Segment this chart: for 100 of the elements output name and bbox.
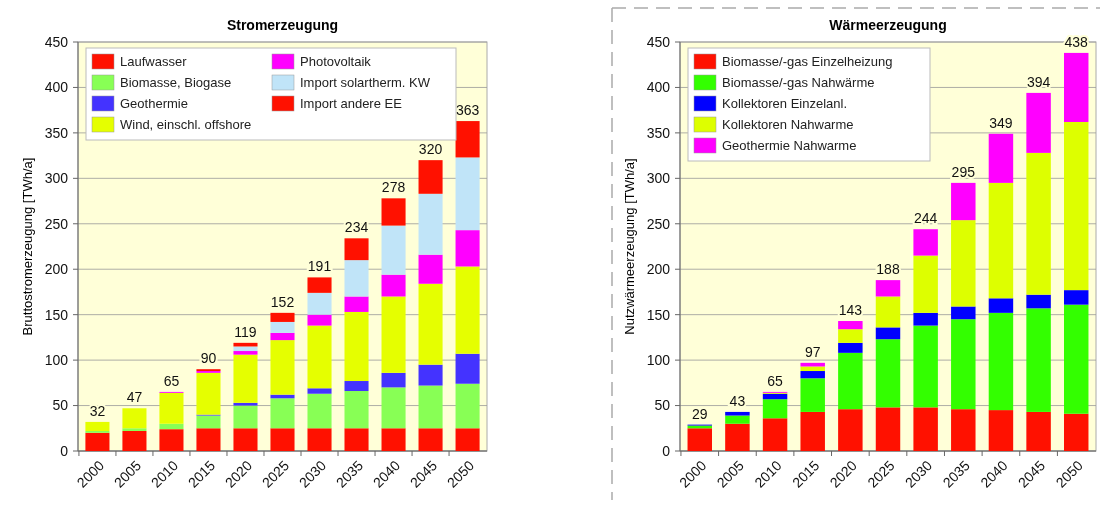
bar [687, 428, 712, 451]
bar [233, 405, 258, 429]
bar [233, 346, 258, 352]
bar [122, 428, 147, 431]
y-tick-label: 300 [646, 170, 671, 187]
y-tick-label: 50 [654, 397, 671, 414]
bar [913, 407, 938, 451]
bar [875, 296, 901, 328]
bar [725, 411, 750, 416]
bar [913, 255, 938, 313]
bar [1064, 290, 1089, 305]
bar [1026, 152, 1051, 295]
bar [875, 339, 901, 408]
bar [307, 314, 332, 326]
legend-label: Laufwasser [120, 54, 188, 69]
bar [307, 325, 332, 389]
bar [988, 133, 1014, 183]
y-tick-label: 0 [662, 442, 671, 459]
bar [800, 378, 825, 412]
legend-label: Wind, einschl. offshore [120, 117, 252, 132]
bar [951, 220, 976, 307]
bar [270, 398, 295, 429]
bar [838, 352, 863, 410]
bar [455, 353, 480, 384]
bar [196, 428, 221, 451]
total-label: 152 [270, 293, 295, 310]
bar [1026, 411, 1051, 451]
total-label: 320 [418, 141, 443, 158]
bar [455, 121, 480, 158]
y-tick-label: 450 [646, 33, 671, 50]
legend-label: Biomasse/-gas Einzelheizung [722, 54, 893, 69]
chart-title: Wärmeerzeugung [829, 17, 947, 33]
bar [307, 428, 332, 451]
bar [344, 391, 369, 429]
bar [196, 372, 221, 415]
y-tick-label: 150 [44, 306, 69, 323]
bar [418, 385, 443, 429]
bar [381, 372, 406, 388]
bar [1064, 304, 1089, 414]
total-label: 394 [1026, 73, 1051, 90]
bar [270, 332, 295, 341]
bar [725, 423, 750, 451]
bar [381, 225, 406, 275]
bar [85, 421, 110, 431]
bar [1064, 413, 1089, 451]
y-tick-label: 150 [646, 306, 671, 323]
bar [381, 274, 406, 297]
bar [875, 280, 901, 297]
legend-label: Geothermie [120, 96, 188, 111]
chart-title: Stromerzeugung [226, 17, 339, 33]
bar [122, 408, 147, 429]
bar [233, 402, 258, 406]
bar [270, 340, 295, 395]
bar [800, 366, 825, 372]
legend-label: Kollektoren Einzelanl. [722, 96, 848, 111]
bar [233, 428, 258, 451]
total-label: 295 [951, 163, 976, 180]
bar [951, 306, 976, 320]
total-label: 97 [804, 343, 821, 360]
bar [1026, 308, 1051, 412]
bar [381, 428, 406, 451]
bar [418, 428, 443, 451]
total-label: 143 [838, 302, 863, 319]
y-tick-label: 400 [44, 79, 69, 96]
bar [762, 418, 788, 451]
bar [85, 432, 110, 451]
bar [418, 160, 443, 194]
bar [455, 266, 480, 354]
legend-label: Biomasse, Biogase [120, 75, 232, 90]
bar [838, 342, 863, 353]
bar [800, 371, 825, 379]
bar [159, 423, 184, 430]
y-tick-label: 100 [646, 352, 671, 369]
bar [381, 198, 406, 226]
y-tick-label: 100 [44, 352, 69, 369]
bar [455, 428, 480, 451]
bar [913, 229, 938, 256]
bar [418, 254, 443, 284]
bar [762, 393, 788, 400]
bar [344, 428, 369, 451]
legend-label: Import solartherm. KW [300, 75, 431, 90]
bar [1026, 294, 1051, 309]
bar [122, 431, 147, 451]
bar [951, 409, 976, 451]
total-label: 188 [876, 261, 900, 278]
bar [270, 312, 295, 322]
bar [1064, 52, 1089, 122]
bar [988, 410, 1014, 451]
bar [381, 387, 406, 429]
bar [344, 381, 369, 392]
bar [344, 311, 369, 382]
bar [988, 182, 1014, 299]
bar [725, 415, 750, 424]
bar [951, 182, 976, 221]
bar [951, 319, 976, 410]
bar [913, 312, 938, 326]
bar [838, 409, 863, 451]
y-tick-label: 0 [60, 442, 69, 459]
bar [233, 354, 258, 403]
bar [196, 415, 221, 429]
